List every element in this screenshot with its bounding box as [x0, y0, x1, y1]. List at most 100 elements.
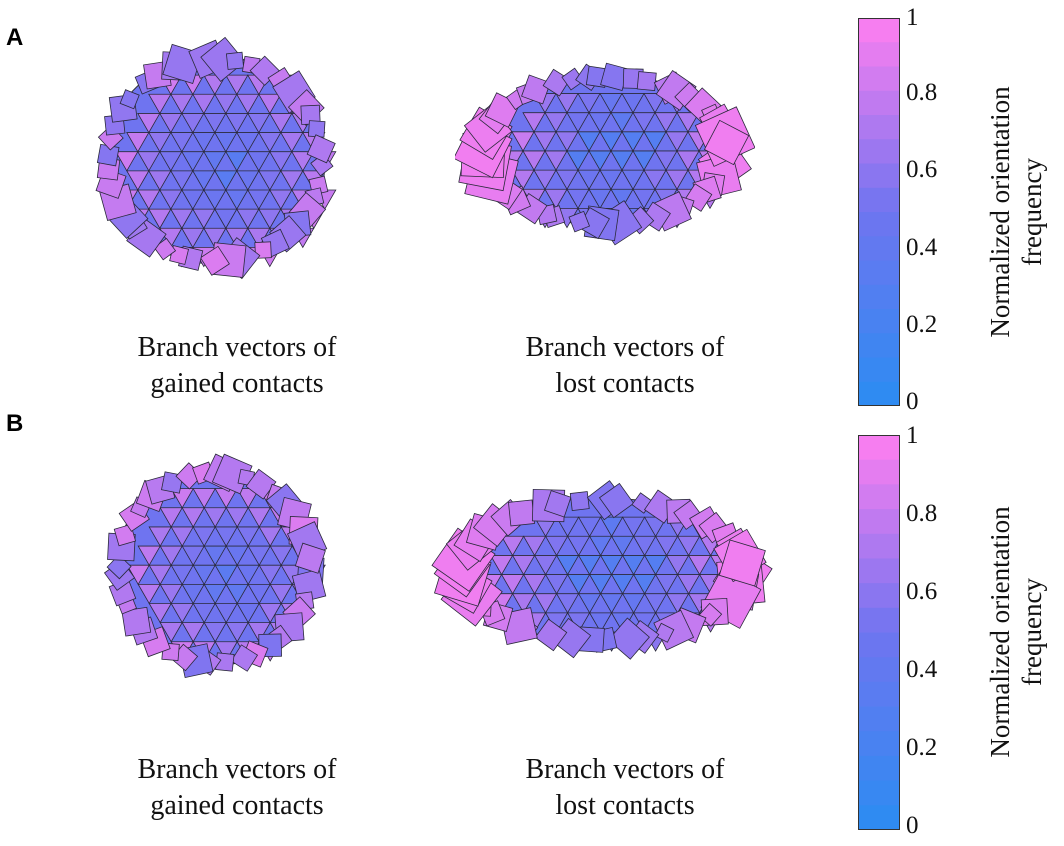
gained-b-facet [236, 488, 260, 509]
lost-b-facet [544, 535, 569, 557]
colorbar-b-tick-04: 0.4 [906, 656, 938, 683]
gained-a-facet [181, 151, 205, 172]
gained-b-facet [159, 622, 183, 643]
gained-a-facet [236, 132, 260, 153]
colorbar-b-title-line1: Normalized orientation [985, 506, 1015, 758]
gained-a-facet [247, 151, 271, 172]
lost-contacts-rose-diagram-a [455, 62, 755, 246]
lost-a-facet [643, 131, 667, 152]
gained-a-facet [258, 208, 282, 230]
gained-a-facet [225, 113, 249, 134]
gained-a-facet [247, 189, 271, 210]
lost-a-facet [610, 150, 634, 171]
gained-a-petal [254, 241, 272, 259]
lost-b-petal [543, 490, 572, 518]
gained-b-facet [214, 641, 238, 662]
gained-a-facet [159, 113, 183, 134]
gained-a-facet [214, 93, 238, 115]
lost-a-facet [599, 169, 623, 191]
gained-b-facet [214, 564, 238, 586]
gained-a-facet [203, 227, 227, 249]
gained-a-facet [236, 93, 260, 115]
gained-a-facet [258, 132, 282, 153]
colorbar-b-tick-02: 0.2 [906, 734, 938, 761]
colorbar-b-band [858, 706, 900, 732]
lost-a-facet [511, 131, 535, 152]
colorbar-a-band [858, 333, 900, 359]
gained-a-facet [214, 208, 238, 230]
gained-b-facet [214, 603, 238, 624]
gained-a-facet [247, 113, 271, 134]
gained-b-facet [192, 603, 216, 624]
lost-a-facet [599, 93, 623, 114]
colorbar-a-band [858, 42, 900, 68]
gained-a-facet [280, 132, 304, 153]
gained-b-facet [181, 622, 205, 643]
lost-b-facet [566, 574, 591, 595]
colorbar-b-band [858, 805, 900, 830]
lost-a-facet [566, 150, 590, 171]
gained-b-facet [203, 545, 227, 567]
colorbar-a-band [858, 139, 900, 165]
gained-b-facet [192, 564, 216, 586]
gained-b-facet [192, 526, 216, 547]
lost-b-facet [610, 535, 635, 557]
colorbar-a-tick-0: 0 [906, 388, 919, 415]
colorbar-b-band [858, 459, 900, 485]
gained-a-facet [192, 132, 216, 153]
gained-b-facet [181, 545, 205, 567]
gained-b-facet [203, 507, 227, 528]
lost-a-facet [511, 169, 535, 191]
lost-b-petal [654, 622, 675, 643]
gained-b-facet [258, 564, 282, 586]
lost-a-facet [632, 112, 656, 133]
lost-a-facet [577, 169, 601, 191]
gained-b-facet [269, 583, 293, 605]
lost-b-petal [569, 491, 590, 511]
gained-a-facet [137, 151, 161, 172]
lost-a-facet [665, 169, 689, 191]
gained-a-facet [203, 151, 227, 172]
gained-b-facet [203, 622, 227, 643]
gained-b-facet [159, 507, 183, 528]
caption-gained-b-line2: gained contacts [150, 790, 324, 821]
lost-b-facet [588, 612, 613, 633]
colorbar-b-tick-06: 0.6 [906, 578, 938, 605]
lost-b-petal [598, 482, 635, 519]
colorbar-a-band [858, 18, 900, 43]
gained-a-facet [291, 151, 315, 172]
gained-b-facet [225, 583, 249, 605]
gained-a-facet [170, 170, 194, 191]
lost-a-facet [522, 150, 546, 171]
gained-b-facet [236, 564, 260, 586]
lost-a-facet [654, 112, 678, 133]
colorbar-b-band [858, 509, 900, 535]
gained-b-facet [225, 622, 249, 643]
lost-a-facet [643, 169, 667, 191]
colorbar-a-band [858, 284, 900, 310]
colorbar-b-band [858, 657, 900, 683]
lost-b-facet [555, 593, 580, 614]
gained-b-facet [159, 545, 183, 567]
lost-a-facet [555, 131, 579, 152]
lost-b-facet [676, 535, 701, 557]
colorbar-a-band [858, 163, 900, 189]
lost-a-facet [632, 188, 656, 210]
lost-a-facet [621, 131, 645, 152]
lost-a-facet [533, 131, 557, 152]
gained-b-facet [247, 545, 271, 567]
gained-b-facet [269, 545, 293, 567]
gained-a-petal [307, 120, 326, 138]
colorbar-a-tick-1: 1 [906, 4, 919, 31]
gained-a-facet [236, 208, 260, 230]
lost-b-facet [621, 516, 646, 538]
colorbar-a [858, 18, 900, 406]
gained-b-facet [181, 507, 205, 528]
lost-b-facet [665, 555, 690, 576]
lost-b-facet [610, 574, 635, 595]
colorbar-b-band [858, 435, 900, 461]
lost-b-facet [577, 516, 602, 538]
caption-lost-a-line1: Branch vectors of [525, 332, 725, 363]
gained-b-facet [170, 488, 194, 509]
lost-a-facet [654, 150, 678, 171]
